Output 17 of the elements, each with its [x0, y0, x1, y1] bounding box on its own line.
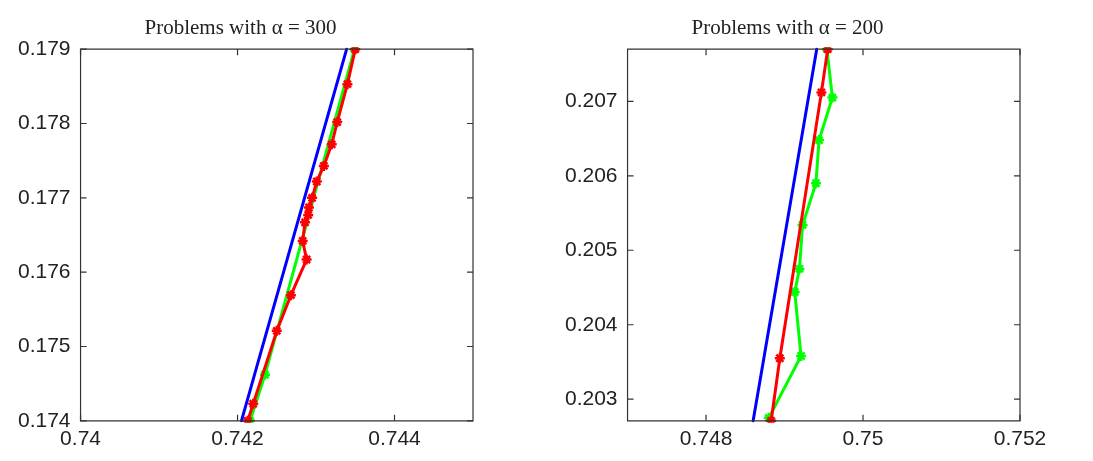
y-tick-label: 0.206	[564, 162, 618, 186]
x-tick-label: 0.752	[993, 426, 1047, 450]
y-tick-label: 0.175	[17, 333, 71, 357]
y-tick-label: 0.204	[564, 311, 618, 335]
chart-title: Problems with α = 300	[144, 15, 337, 40]
y-tick-label: 0.203	[564, 386, 618, 409]
x-tick-label: 0.744	[368, 426, 422, 450]
y-tick-label: 0.178	[17, 110, 71, 134]
chart-title: Problems with α = 200	[691, 15, 884, 40]
y-tick-label: 0.177	[17, 184, 71, 208]
y-tick-label: 0.176	[17, 258, 71, 282]
x-tick-label: 0.742	[211, 426, 264, 450]
y-tick-label: 0.207	[564, 88, 618, 112]
y-tick-label: 0.205	[564, 237, 618, 261]
y-tick-label: 0.179	[17, 36, 71, 59]
x-tick-label: 0.75	[842, 426, 884, 450]
x-tick-label: 0.748	[679, 426, 733, 450]
